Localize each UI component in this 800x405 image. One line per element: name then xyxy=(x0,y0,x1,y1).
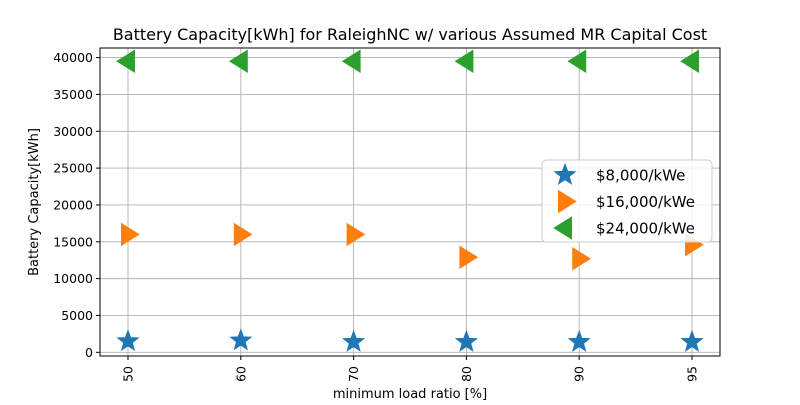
legend: $8,000/kWe $16,000/kWe $24,000/kWe xyxy=(541,159,713,243)
legend-entry: $24,000/kWe xyxy=(596,220,695,238)
y-tick-label: 25000 xyxy=(53,161,93,176)
data-point xyxy=(342,329,366,352)
x-tick-label: 95 xyxy=(685,366,700,382)
legend-entry: $16,000/kWe xyxy=(596,193,695,211)
data-point xyxy=(116,329,140,352)
x-tick-label: 50 xyxy=(121,366,136,382)
data-point xyxy=(680,329,704,352)
legend-marker xyxy=(553,162,577,185)
y-axis-label: Battery Capacity[kWh] xyxy=(27,128,42,276)
data-point xyxy=(121,222,140,247)
x-axis-label: minimum load ratio [%] xyxy=(333,387,487,400)
legend-entry: $8,000/kWe xyxy=(596,167,685,185)
data-point xyxy=(116,49,136,73)
series-1 xyxy=(116,328,704,352)
legend-marker xyxy=(553,216,572,240)
data-point xyxy=(567,329,591,352)
legend-box xyxy=(541,159,713,243)
data-point xyxy=(233,222,253,247)
series-2 xyxy=(121,222,704,271)
y-tick-label: 15000 xyxy=(53,234,93,249)
y-tick-label: 30000 xyxy=(53,124,93,139)
data-point xyxy=(341,49,361,73)
y-tick-label: 40000 xyxy=(53,50,93,65)
data-point xyxy=(346,222,366,247)
legend-marker xyxy=(558,189,577,214)
y-axis-ticks: 0 5000 10000 15000 20000 25000 30000 35000 40000 xyxy=(53,50,100,360)
x-tick-label: 80 xyxy=(459,366,474,382)
y-tick-label: 35000 xyxy=(53,87,93,102)
series-3 xyxy=(116,49,699,73)
y-tick-label: 5000 xyxy=(61,308,93,323)
plot-frame xyxy=(99,47,721,357)
y-tick-label: 20000 xyxy=(53,197,93,212)
data-point xyxy=(459,245,479,269)
x-tick-label: 60 xyxy=(233,366,248,382)
y-tick-label: 0 xyxy=(85,345,93,360)
x-tick-label: 90 xyxy=(572,366,587,382)
data-point xyxy=(454,329,478,352)
data-point xyxy=(229,328,253,351)
data-point xyxy=(567,49,587,73)
data-point xyxy=(229,49,248,73)
data-point xyxy=(680,49,699,73)
data-markers xyxy=(116,49,704,352)
data-point xyxy=(572,247,591,271)
data-point xyxy=(454,49,474,73)
x-axis-ticks: 50 60 70 80 90 95 xyxy=(121,356,700,382)
chart-title: Battery Capacity[kWh] for RaleighNC w/ v… xyxy=(113,25,707,44)
y-tick-label: 10000 xyxy=(53,271,93,286)
x-tick-label: 70 xyxy=(346,366,361,382)
